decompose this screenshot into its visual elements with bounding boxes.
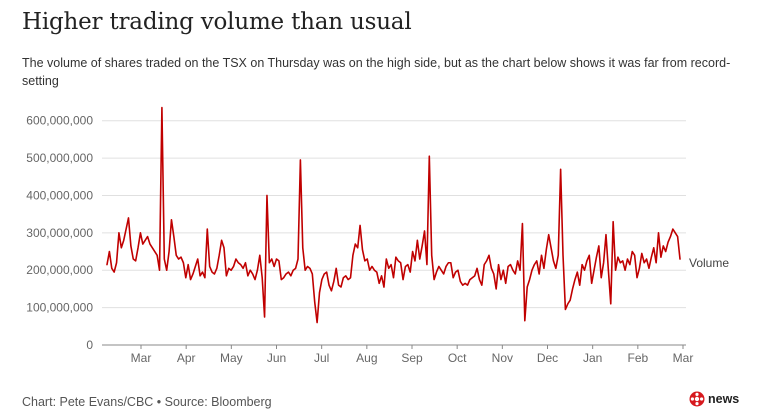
x-tick-label: Aug — [356, 351, 377, 365]
x-tick-label: Mar — [673, 351, 694, 365]
logo-text: news — [708, 392, 740, 406]
y-tick-label: 400,000,000 — [26, 188, 93, 202]
x-tick-label: Nov — [492, 351, 513, 365]
y-tick-label: 600,000,000 — [26, 114, 93, 128]
cbc-news-logo: news — [689, 391, 739, 407]
y-axis-ticks: 0 100,000,000 200,000,000 300,000,000 400,00… — [26, 114, 93, 352]
chart-credit: Chart: Pete Evans/CBC • Source: Bloomber… — [22, 395, 272, 409]
y-tick-label: 100,000,000 — [26, 301, 93, 315]
x-axis-ticks: Mar Apr May Jun Jul Aug Sep Oct Nov Dec Jan Feb Mar — [131, 345, 694, 365]
y-tick-label: 500,000,000 — [26, 151, 93, 165]
x-tick-label: Feb — [627, 351, 648, 365]
chart-subtitle: The volume of shares traded on the TSX o… — [22, 56, 731, 88]
line-chart: 0 100,000,000 200,000,000 300,000,000 400,00… — [26, 106, 729, 365]
x-tick-label: Jan — [583, 351, 602, 365]
x-tick-label: Sep — [401, 351, 423, 365]
x-tick-label: Oct — [448, 351, 467, 365]
series-line-volume — [106, 106, 681, 324]
x-tick-label: Mar — [131, 351, 152, 365]
x-tick-label: Dec — [537, 351, 558, 365]
y-tick-label: 0 — [86, 338, 93, 352]
x-tick-label: Jul — [314, 351, 329, 365]
series-layer: Volume — [106, 106, 729, 324]
cbc-gem-icon — [689, 391, 705, 407]
x-tick-label: Jun — [267, 351, 286, 365]
chart-title: Higher trading volume than usual — [22, 9, 412, 35]
x-tick-label: May — [220, 351, 243, 365]
y-tick-label: 300,000,000 — [26, 226, 93, 240]
series-label: Volume — [689, 256, 729, 270]
x-tick-label: Apr — [177, 351, 196, 365]
grid-lines — [102, 120, 686, 346]
y-tick-label: 200,000,000 — [26, 263, 93, 277]
